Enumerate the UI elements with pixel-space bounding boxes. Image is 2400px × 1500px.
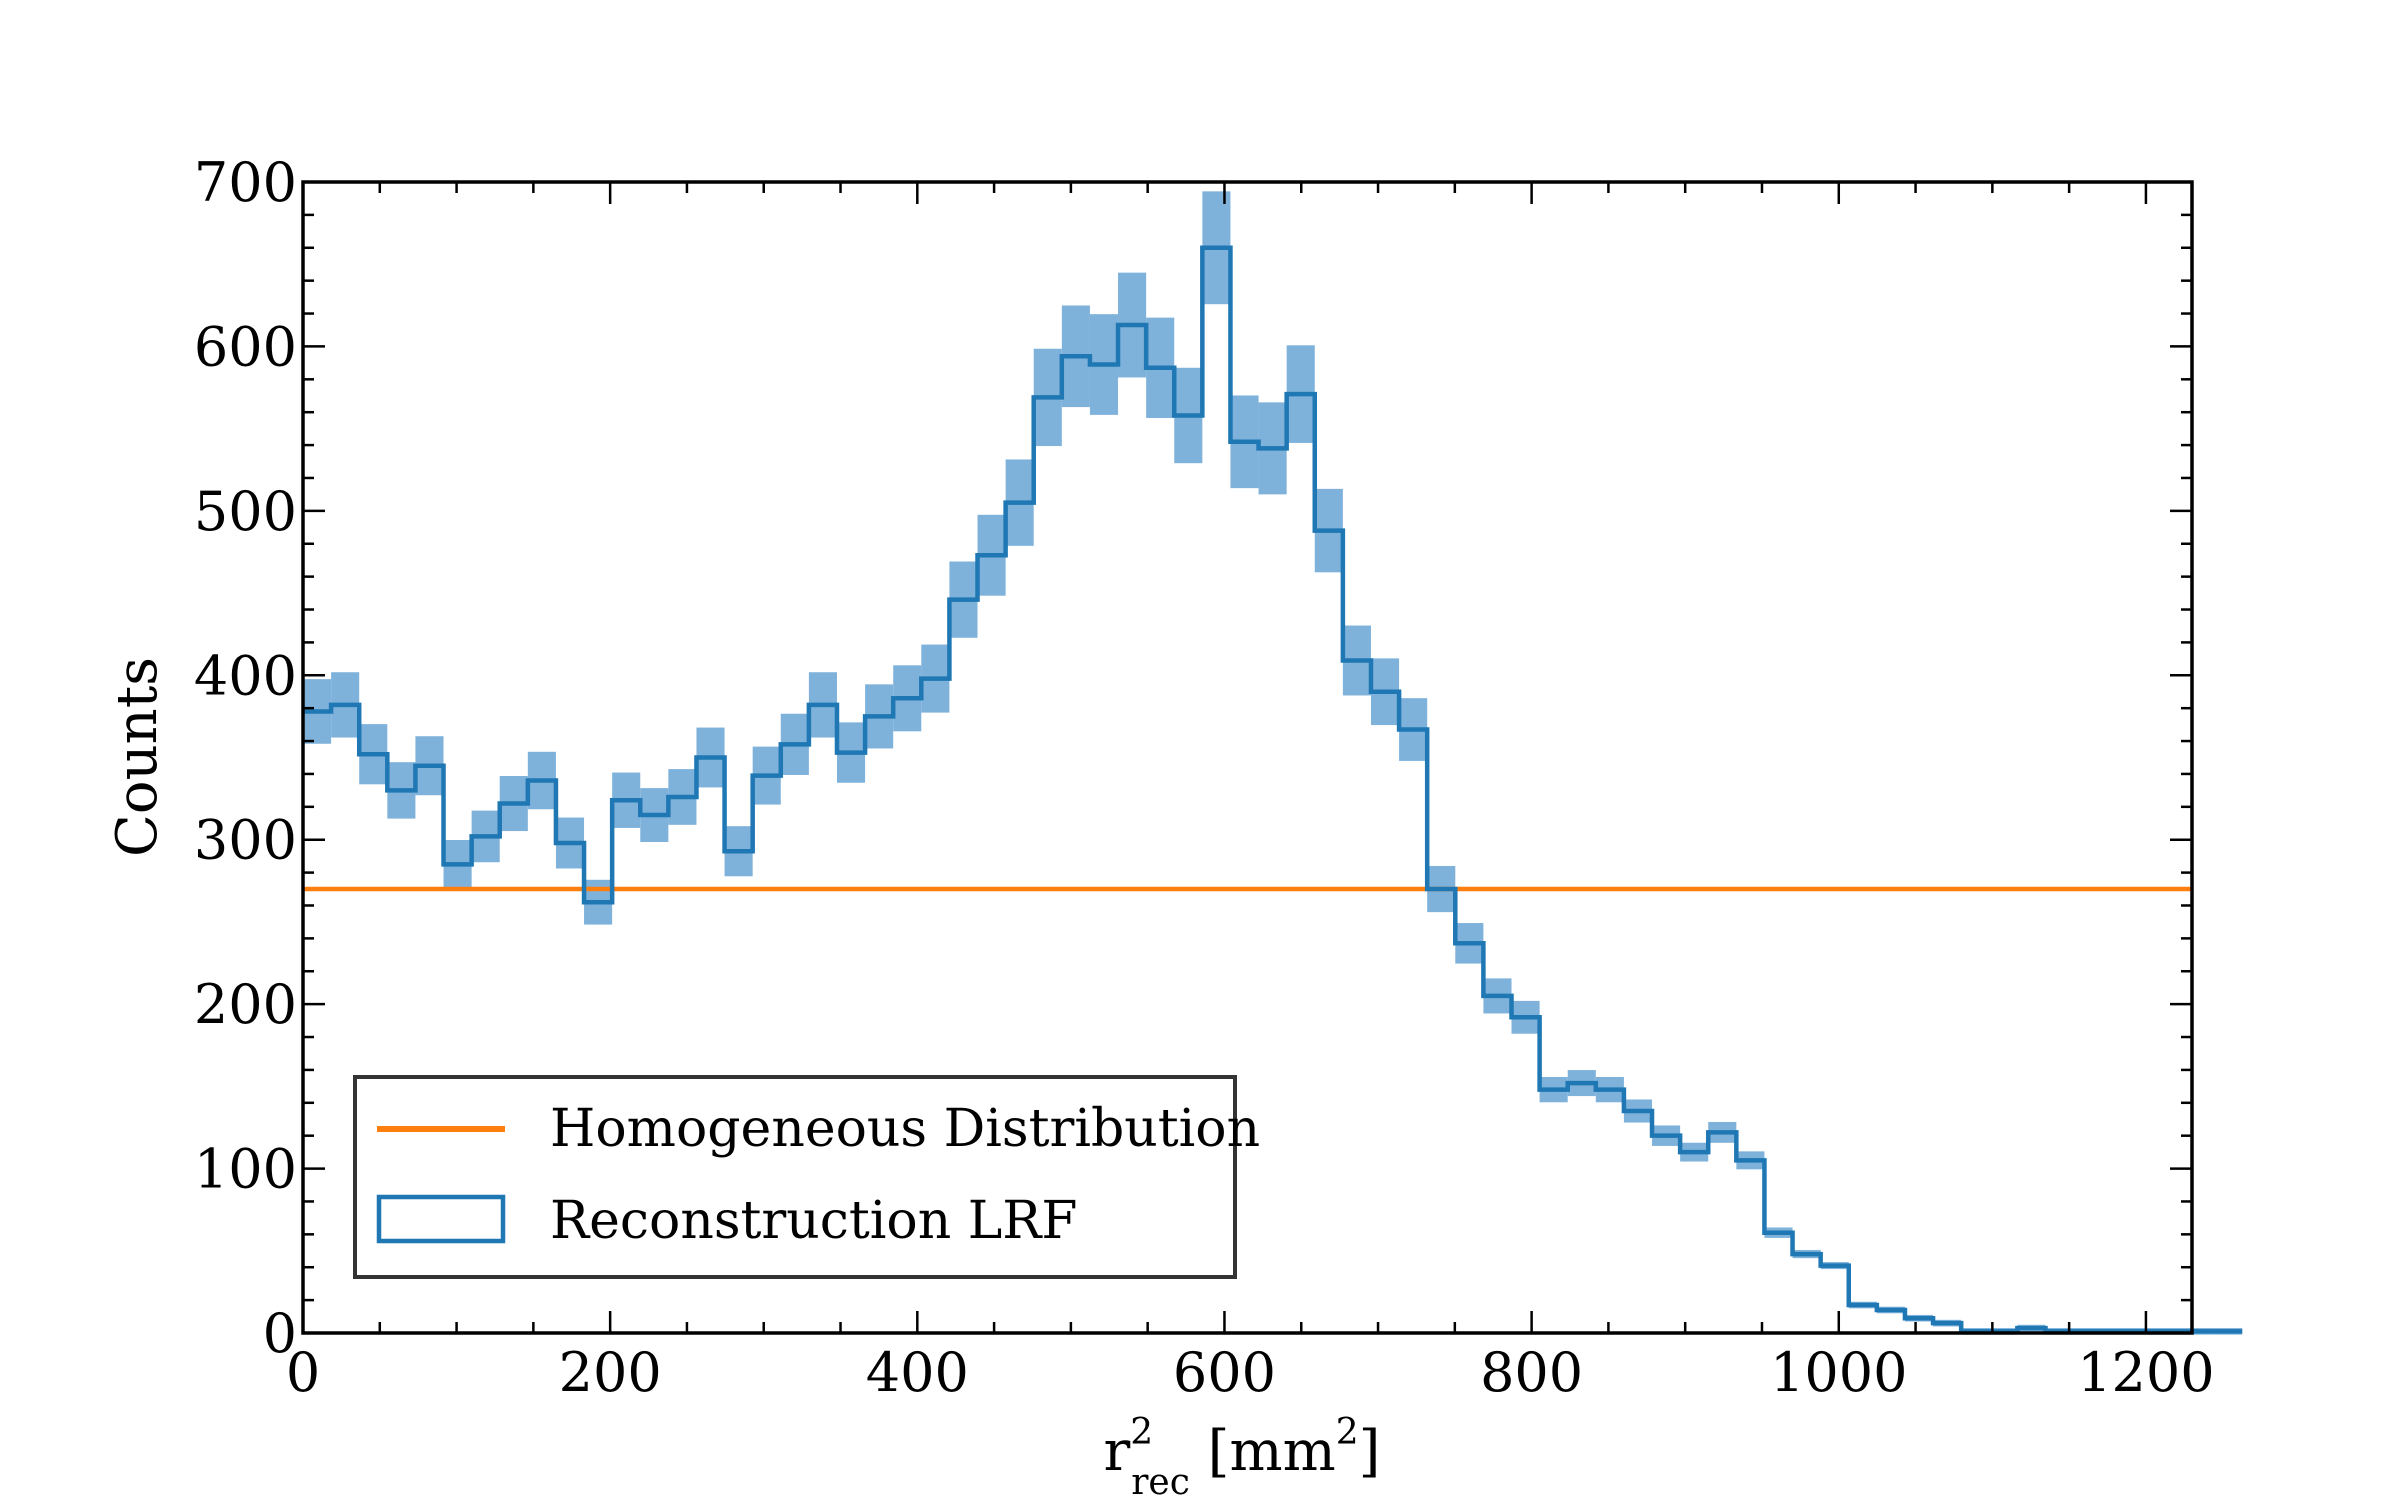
x-tick-label: 600 <box>1173 1341 1276 1404</box>
legend-label-homogeneous: Homogeneous Distribution <box>550 1099 1260 1159</box>
y-axis-label: Counts <box>105 657 170 857</box>
legend-label-reconstruction: Reconstruction LRF <box>550 1191 1078 1251</box>
y-tick-label: 500 <box>194 480 297 543</box>
x-tick-label: 1200 <box>2077 1341 2214 1404</box>
x-tick-label: 200 <box>559 1341 662 1404</box>
y-tick-label: 100 <box>194 1138 297 1201</box>
x-tick-labels: 0 200 400 600 800 1000 1200 <box>286 1341 2215 1404</box>
legend-box <box>353 1075 1237 1279</box>
x-tick-label: 400 <box>866 1341 969 1404</box>
x-tick-label: 0 <box>286 1341 320 1404</box>
y-tick-label: 400 <box>194 644 297 707</box>
y-tick-label: 700 <box>194 151 297 214</box>
x-axis-label: r2 rec [mm2] <box>1104 1412 1381 1500</box>
y-tick-label: 600 <box>194 315 297 378</box>
x-tick-label: 800 <box>1480 1341 1583 1404</box>
y-tick-labels: 0 100 200 300 400 500 600 700 <box>194 151 297 1365</box>
y-tick-label: 300 <box>194 809 297 872</box>
x-tick-label: 1000 <box>1770 1341 1907 1404</box>
reconstruction-lrf-step-line <box>303 245 2243 1334</box>
axis-ticks <box>301 180 2192 1335</box>
legend: Homogeneous Distribution Reconstruction … <box>353 1075 1260 1279</box>
y-tick-label: 0 <box>263 1302 297 1365</box>
legend-swatch-reconstruction <box>376 1194 506 1244</box>
y-tick-label: 200 <box>194 973 297 1036</box>
plot-frame <box>301 180 2194 1335</box>
